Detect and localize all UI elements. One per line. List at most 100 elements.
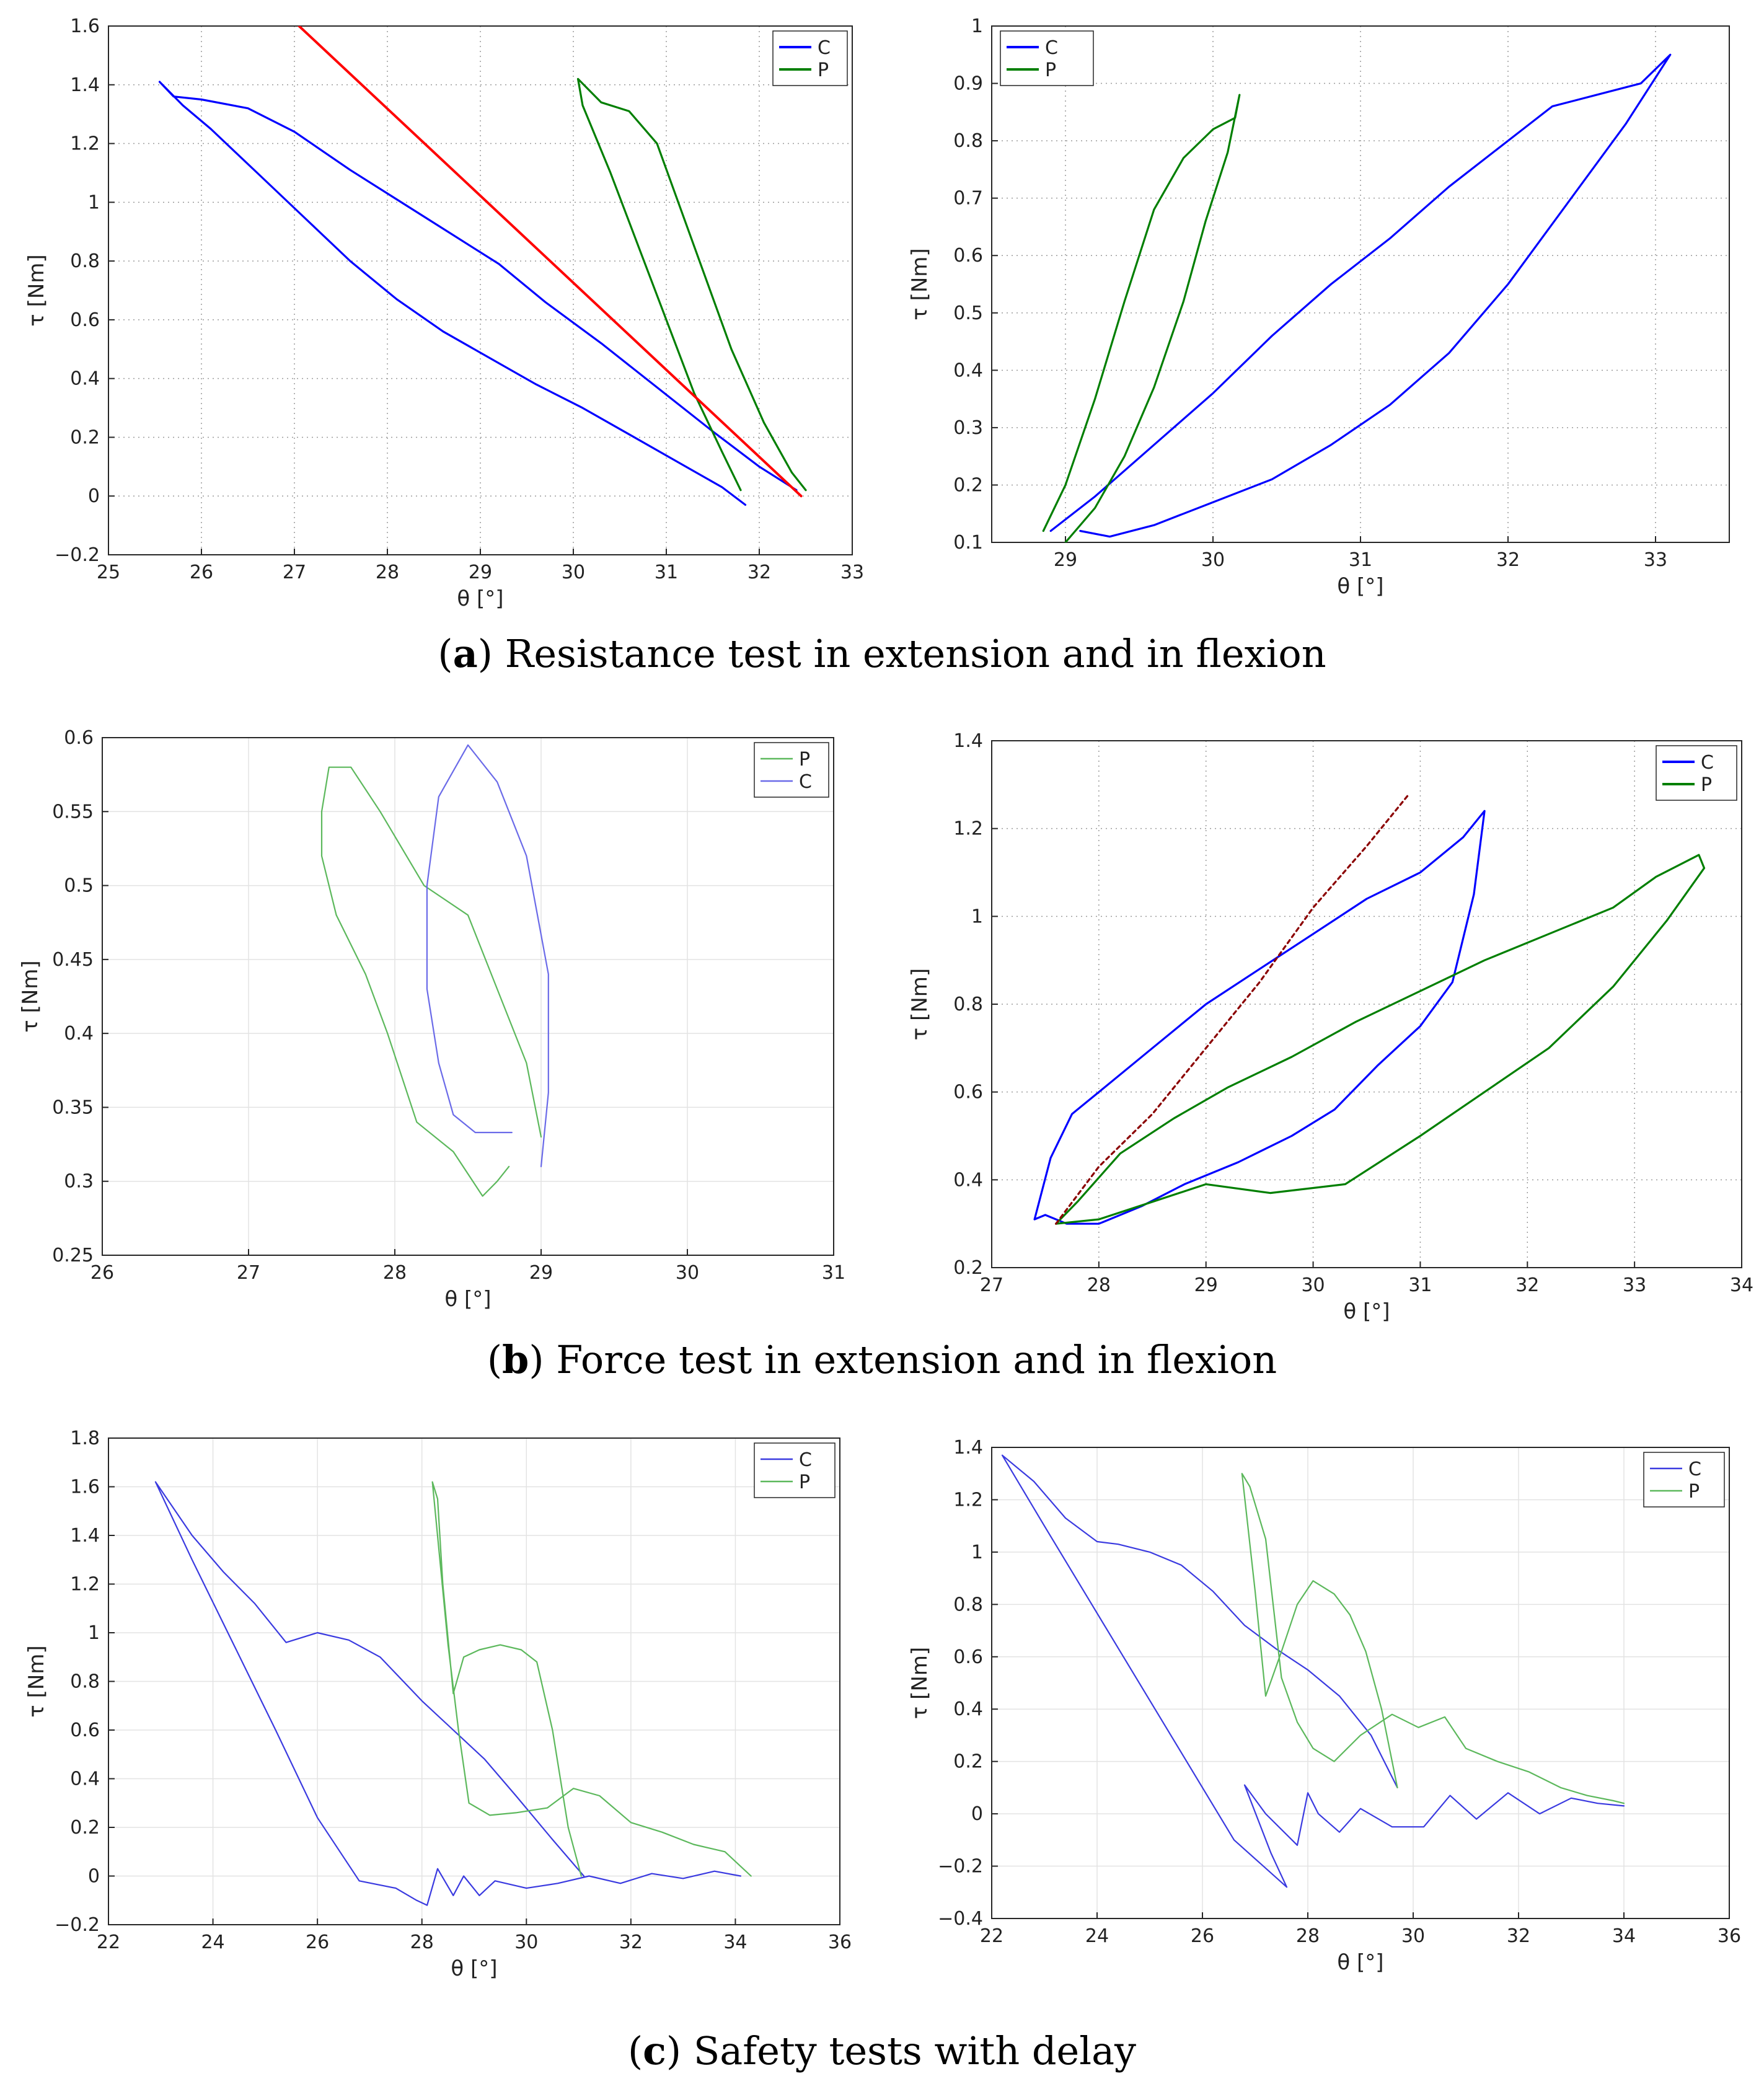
x-tick-label: 26 xyxy=(1191,1925,1214,1947)
legend: CP xyxy=(1656,745,1737,801)
series-line-p xyxy=(1241,1473,1625,1804)
y-tick-label: −0.2 xyxy=(938,1856,983,1878)
x-tick-label: 24 xyxy=(201,1932,224,1953)
y-tick-label: 1.6 xyxy=(70,15,100,37)
y-tick-label: 0.6 xyxy=(70,309,100,331)
x-tick-label: 26 xyxy=(190,562,213,583)
x-tick-label: 28 xyxy=(1296,1925,1320,1947)
x-tick-label: 26 xyxy=(306,1932,329,1953)
x-tick-label: 30 xyxy=(676,1262,699,1284)
y-tick-label: 0.8 xyxy=(953,994,983,1015)
y-tick-label: 0.6 xyxy=(70,1720,100,1741)
x-tick-label: 24 xyxy=(1085,1925,1109,1947)
y-tick-label: 0.2 xyxy=(953,1751,983,1773)
y-axis-label: τ [Nm] xyxy=(24,254,49,326)
x-tick-label: 31 xyxy=(1349,549,1372,571)
plot-area xyxy=(992,741,1742,1268)
legend-box xyxy=(1656,745,1737,801)
y-tick-label: 1.4 xyxy=(953,730,983,752)
x-axis-label: θ [°] xyxy=(444,1287,491,1312)
y-tick-label: 1 xyxy=(971,906,983,927)
y-tick-label: 0.2 xyxy=(70,426,100,448)
legend-label: P xyxy=(1701,774,1712,796)
legend-label: C xyxy=(799,1449,812,1471)
x-tick-label: 30 xyxy=(1301,1274,1325,1296)
x-tick-label: 32 xyxy=(1515,1274,1539,1296)
legend-box xyxy=(1643,1452,1725,1508)
caption-a: (a) Resistance test in extension and in … xyxy=(438,631,1326,676)
y-tick-label: 0.1 xyxy=(953,532,983,554)
x-tick-label: 28 xyxy=(383,1262,407,1284)
legend-box xyxy=(772,30,848,86)
legend-box xyxy=(754,1442,836,1498)
legend-label: P xyxy=(1688,1481,1700,1503)
y-tick-label: 0.5 xyxy=(64,875,94,897)
y-tick-label: 0.6 xyxy=(953,1082,983,1103)
series-group xyxy=(1001,1454,1625,1888)
x-tick-label: 30 xyxy=(1401,1925,1425,1947)
series-line-p xyxy=(320,766,542,1197)
x-axis-label: θ [°] xyxy=(457,586,503,611)
chart-b-left: 26 27 28 29 30 31 0.25 0.3 0.35 0.4 0.45 0.5 0.55 0.6… xyxy=(18,727,845,1312)
y-tick-label: 0.2 xyxy=(953,1257,983,1279)
y-tick-label: 0.3 xyxy=(64,1171,94,1193)
y-tick-label: 0.4 xyxy=(64,1023,94,1044)
x-tick-label: 32 xyxy=(1496,549,1520,571)
legend-label: P xyxy=(799,749,810,770)
legend-label: C xyxy=(1701,752,1714,774)
x-tick-label: 29 xyxy=(469,562,492,583)
x-tick-label: 22 xyxy=(97,1932,120,1953)
legend-label: P xyxy=(1045,60,1056,81)
y-axis-label: τ [Nm] xyxy=(907,968,932,1040)
chart-c-right: 22 24 26 28 30 32 34 36 −0.4 −0.2 0 0.2 0.4 0.6 0.8 1 1.… xyxy=(907,1437,1741,1975)
axes-frame xyxy=(991,1447,1730,1919)
legend-label: P xyxy=(799,1472,810,1493)
plot-area xyxy=(102,738,834,1255)
x-tick-label: 34 xyxy=(723,1932,747,1953)
x-tick-label: 29 xyxy=(529,1262,553,1284)
y-axis-label: τ [Nm] xyxy=(907,248,932,320)
y-tick-label: 0.6 xyxy=(953,1646,983,1668)
series-line-p xyxy=(431,1481,752,1877)
legend-label: C xyxy=(1688,1459,1701,1480)
x-tick-label: 34 xyxy=(1730,1274,1753,1296)
legend-label: P xyxy=(818,60,829,81)
y-tick-label: 1.2 xyxy=(953,818,983,840)
y-tick-label: 0.2 xyxy=(70,1817,100,1839)
chart-a-left: 25 26 27 28 29 30 31 32 33 −0.2 0 0.2 0.4 0.6 0.8 1 1.2 1… xyxy=(24,15,864,611)
x-axis-label: θ [°] xyxy=(1337,1950,1383,1975)
legend: CP xyxy=(1000,30,1094,86)
series-line-p xyxy=(1055,854,1706,1225)
legend: CP xyxy=(754,1442,836,1498)
series-group xyxy=(1033,792,1706,1225)
y-tick-label: 1 xyxy=(971,1542,983,1563)
series-line-ref-2 xyxy=(298,26,803,498)
x-tick-label: 31 xyxy=(1408,1274,1432,1296)
x-tick-label: 27 xyxy=(283,562,306,583)
y-tick-label: 1.6 xyxy=(70,1477,100,1498)
y-tick-label: 0.4 xyxy=(953,1698,983,1720)
y-tick-label: 1.2 xyxy=(953,1489,983,1511)
caption-b-letter: b xyxy=(502,1337,529,1382)
legend: PC xyxy=(754,742,829,798)
caption-c: (c) Safety tests with delay xyxy=(628,2028,1136,2073)
series-group xyxy=(154,1481,752,1906)
x-tick-label: 28 xyxy=(1087,1274,1111,1296)
legend-label: C xyxy=(818,37,831,59)
x-tick-label: 25 xyxy=(97,562,120,583)
y-tick-label: 0.6 xyxy=(953,245,983,267)
y-tick-label: 0.35 xyxy=(52,1097,94,1118)
y-tick-label: 1.8 xyxy=(70,1428,100,1449)
caption-b: (b) Force test in extension and in flexi… xyxy=(487,1337,1277,1382)
series-group xyxy=(320,744,549,1197)
y-tick-label: −0.4 xyxy=(938,1908,983,1930)
y-tick-label: 0.6 xyxy=(64,727,94,749)
legend: CP xyxy=(772,30,848,86)
series-line-p xyxy=(1042,94,1241,542)
caption-c-letter: c xyxy=(643,2028,666,2073)
series-line-c xyxy=(1001,1454,1625,1888)
x-tick-label: 31 xyxy=(655,562,678,583)
x-tick-label: 30 xyxy=(562,562,585,583)
legend: CP xyxy=(1643,1452,1725,1508)
